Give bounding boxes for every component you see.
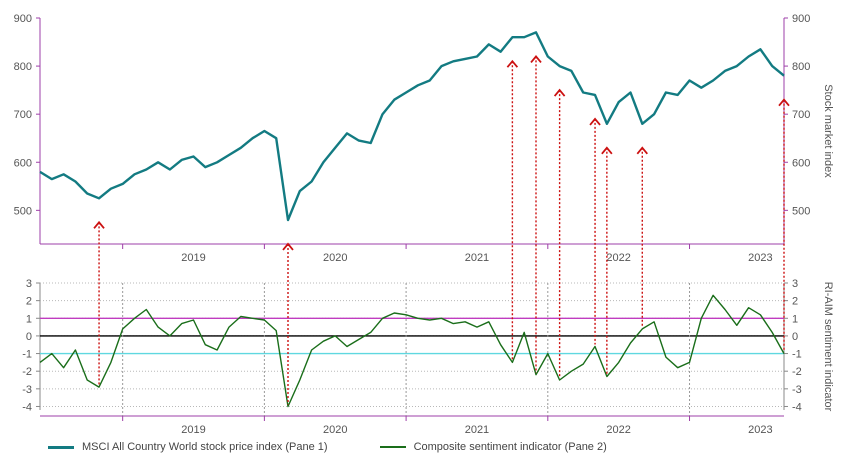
y-tick-label-left-600: 600 bbox=[14, 157, 32, 169]
pane1-x-tick-label-2023: 2023 bbox=[748, 252, 772, 264]
legend-label-sentiment: Composite sentiment indicator (Pane 2) bbox=[413, 441, 607, 453]
y-tick-label-right-900: 900 bbox=[792, 13, 810, 25]
sentiment-pane: -4 -4 -3 -3 -2 -2 -1 -1 0 0 1 1 2 2 3 3 RI-AIM sentiment… bbox=[22, 278, 834, 436]
pane2-y-tick-label-right-3: 3 bbox=[792, 278, 798, 290]
legend-item-msci: MSCI All Country World stock price index… bbox=[48, 441, 328, 453]
signal-marker-arrow-4 bbox=[553, 88, 566, 97]
pane2-y-tick-label-left--1: -1 bbox=[22, 349, 32, 361]
chart-canvas: 500 500 600 600 700 700 800 800 900 900 Stock mark… bbox=[14, 13, 834, 436]
pane2-y-tick-label-left-1: 1 bbox=[26, 313, 32, 325]
pane1-y-axis-label: Stock market index bbox=[822, 84, 834, 178]
signal-marker-arrow-6 bbox=[601, 146, 613, 155]
pane2-y-tick-label-right-0: 0 bbox=[792, 331, 798, 343]
pane2-y-tick-label-right-1: 1 bbox=[792, 313, 798, 325]
legend-swatch-msci bbox=[48, 445, 74, 449]
y-tick-label-left-800: 800 bbox=[14, 61, 32, 73]
pane1-x-tick-label-2022: 2022 bbox=[606, 252, 630, 264]
pane2-y-tick-label-left-0: 0 bbox=[26, 331, 32, 343]
y-tick-label-left-900: 900 bbox=[14, 13, 32, 25]
pane2-y-tick-label-left-3: 3 bbox=[26, 278, 32, 290]
legend: MSCI All Country World stock price index… bbox=[48, 440, 659, 454]
y-tick-label-right-500: 500 bbox=[792, 205, 810, 217]
y-tick-label-left-500: 500 bbox=[14, 205, 32, 217]
pane2-x-tick-label-2021: 2021 bbox=[465, 424, 489, 436]
signal-marker-arrow-1 bbox=[282, 242, 294, 251]
pane2-x-tick-label-2019: 2019 bbox=[181, 424, 205, 436]
pane2-y-tick-label-right--1: -1 bbox=[792, 349, 802, 361]
pane2-y-tick-label-right--2: -2 bbox=[792, 366, 802, 378]
pane2-y-tick-label-left-2: 2 bbox=[26, 296, 32, 308]
pane2-y-tick-label-left--3: -3 bbox=[22, 384, 32, 396]
legend-swatch-sentiment bbox=[379, 446, 406, 448]
signal-marker-arrow-2 bbox=[506, 59, 519, 68]
signal-marker-arrow-7 bbox=[636, 146, 648, 155]
y-tick-label-right-700: 700 bbox=[792, 109, 810, 121]
signal-markers bbox=[93, 55, 790, 405]
signal-marker-arrow-3 bbox=[530, 55, 542, 64]
pane1-x-tick-label-2020: 2020 bbox=[323, 252, 347, 264]
y-tick-label-right-600: 600 bbox=[792, 157, 810, 169]
legend-label-msci: MSCI All Country World stock price index… bbox=[82, 441, 328, 453]
pane2-x-tick-label-2022: 2022 bbox=[606, 424, 630, 436]
signal-marker-arrow-0 bbox=[93, 220, 105, 229]
pane2-y-axis-label: RI-AIM sentiment indicator bbox=[822, 282, 834, 412]
pane2-y-tick-label-right-2: 2 bbox=[792, 296, 798, 308]
pane1-x-tick-label-2021: 2021 bbox=[465, 252, 489, 264]
signal-marker-arrow-8 bbox=[778, 98, 790, 107]
y-tick-label-right-800: 800 bbox=[792, 61, 810, 73]
legend-item-sentiment: Composite sentiment indicator (Pane 2) bbox=[379, 441, 607, 453]
pane2-y-tick-label-left--4: -4 bbox=[22, 401, 32, 413]
pane2-y-tick-label-right--3: -3 bbox=[792, 384, 802, 396]
pane2-y-tick-label-right--4: -4 bbox=[792, 401, 802, 413]
signal-marker-arrow-5 bbox=[589, 117, 601, 126]
sentiment-line bbox=[39, 294, 785, 408]
msci-price-line bbox=[39, 31, 785, 222]
y-tick-label-left-700: 700 bbox=[14, 109, 32, 121]
pane2-x-tick-label-2020: 2020 bbox=[323, 424, 347, 436]
pane2-y-tick-label-left--2: -2 bbox=[22, 366, 32, 378]
pane2-x-tick-label-2023: 2023 bbox=[748, 424, 772, 436]
price-index-pane: 500 500 600 600 700 700 800 800 900 900 Stock mark… bbox=[14, 13, 834, 264]
pane1-x-tick-label-2019: 2019 bbox=[181, 252, 205, 264]
